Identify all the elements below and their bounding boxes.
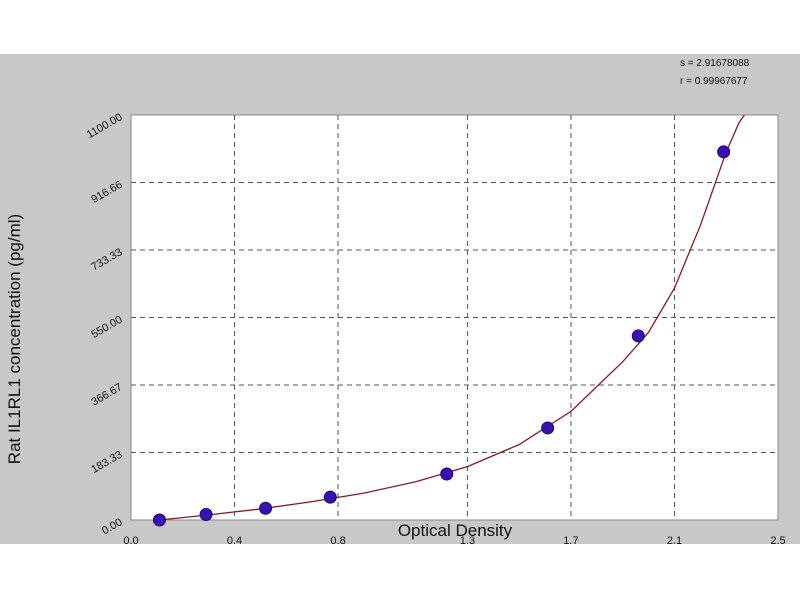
data-point-1 bbox=[199, 507, 213, 521]
y-tick-label-2: 366.67 bbox=[89, 381, 124, 408]
data-point-7 bbox=[717, 145, 731, 159]
data-point-5 bbox=[541, 421, 555, 435]
data-point-2 bbox=[259, 501, 273, 515]
data-point-3 bbox=[323, 490, 337, 504]
y-tick-label-0: 0.00 bbox=[100, 516, 125, 537]
y-tick-label-6: 1100.00 bbox=[85, 111, 125, 141]
data-point-6 bbox=[631, 329, 645, 343]
x-tick-label-6: 2.5 bbox=[770, 535, 785, 544]
x-tick-label-3: 1.3 bbox=[460, 535, 475, 544]
plot-area bbox=[130, 114, 779, 521]
data-point-0 bbox=[152, 513, 166, 527]
stat-s: s = 2.91678088 bbox=[680, 58, 750, 69]
chart-panel: 0.0 0.4 0.8 1.3 1.7 2.1 2.5 0.00 183.33 366.67 550… bbox=[0, 54, 800, 544]
y-tick-label-5: 916.66 bbox=[89, 179, 124, 206]
y-axis-title: Rat IL1RL1 concentration (pg/ml) bbox=[5, 214, 24, 464]
x-tick-label-2: 0.8 bbox=[330, 535, 345, 544]
x-tick-label-4: 1.7 bbox=[563, 535, 578, 544]
y-tick-label-4: 733.33 bbox=[89, 246, 124, 273]
x-tick-label-5: 2.1 bbox=[667, 535, 682, 544]
data-points bbox=[152, 145, 731, 527]
x-tick-label-1: 0.4 bbox=[227, 535, 242, 544]
x-tick-label-0: 0.0 bbox=[123, 535, 138, 544]
data-point-4 bbox=[440, 467, 454, 481]
y-tick-label-1: 183.33 bbox=[89, 449, 124, 476]
stat-r: r = 0.99967677 bbox=[680, 76, 748, 87]
x-axis-title: Optical Density bbox=[398, 521, 513, 540]
chart-svg: 0.0 0.4 0.8 1.3 1.7 2.1 2.5 0.00 183.33 366.67 550… bbox=[5, 58, 786, 544]
grid-lines bbox=[131, 115, 778, 520]
y-tick-label-3: 550.00 bbox=[89, 314, 124, 341]
